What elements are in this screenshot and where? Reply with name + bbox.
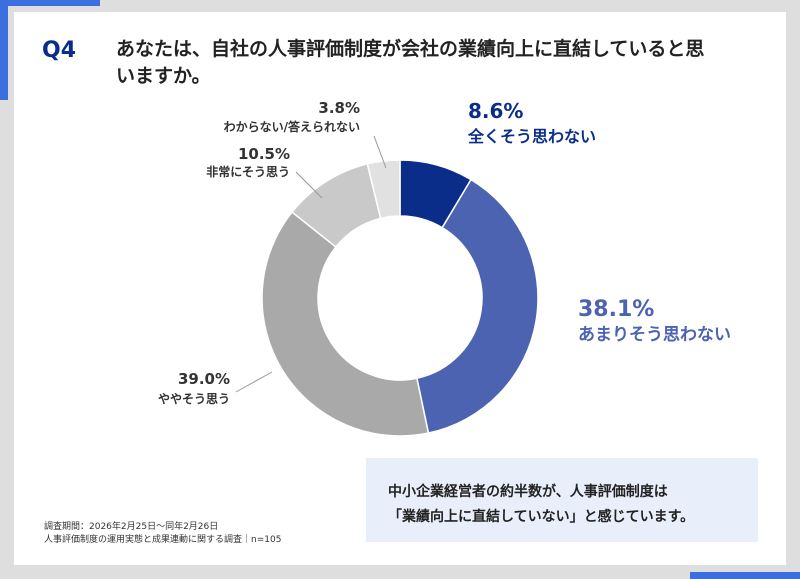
note-line: 「業績向上に直結していない」と感じています。: [388, 509, 695, 525]
value-label: 39.0%: [178, 370, 230, 388]
chart-title: あなたは、自社の人事評価制度が会社の業績向上に直結していると思いますか。: [116, 38, 705, 87]
value-label: 38.1%: [578, 297, 654, 322]
note-line: 中小企業経営者の約半数が、人事評価制度は: [388, 484, 668, 500]
category-label: わからない/答えられない: [224, 119, 360, 134]
category-label: 非常にそう思う: [206, 164, 290, 179]
leader-line: [235, 371, 273, 393]
value-label: 8.6%: [468, 99, 523, 123]
question-label: Q4: [42, 38, 77, 63]
footnote-line: 調査期間：2026年2月25日～同年2月26日: [44, 522, 219, 532]
donut-slice: [415, 178, 539, 434]
leader-line: [295, 171, 323, 199]
note-box: 中小企業経営者の約半数が、人事評価制度は 「業績向上に直結していない」と感じてい…: [366, 458, 758, 542]
leader-line: [373, 135, 387, 169]
value-label: 10.5%: [238, 145, 290, 163]
footnote-line: 人事評価制度の運用実態と成果連動に関する調査｜n=105: [44, 535, 282, 545]
value-label: 3.8%: [318, 99, 360, 117]
accent: [0, 0, 8, 100]
donut-slice: [366, 159, 401, 220]
category-label: ややそう思う: [158, 392, 230, 406]
category-label: 全くそう思わない: [467, 127, 596, 146]
accent: [0, 0, 100, 6]
category-label: あまりそう思わない: [578, 325, 731, 345]
footnote: 調査期間：2026年2月25日～同年2月26日 人事評価制度の運用実態と成果連動…: [44, 521, 281, 547]
donut-slice: [261, 211, 430, 437]
accent: [690, 572, 800, 579]
